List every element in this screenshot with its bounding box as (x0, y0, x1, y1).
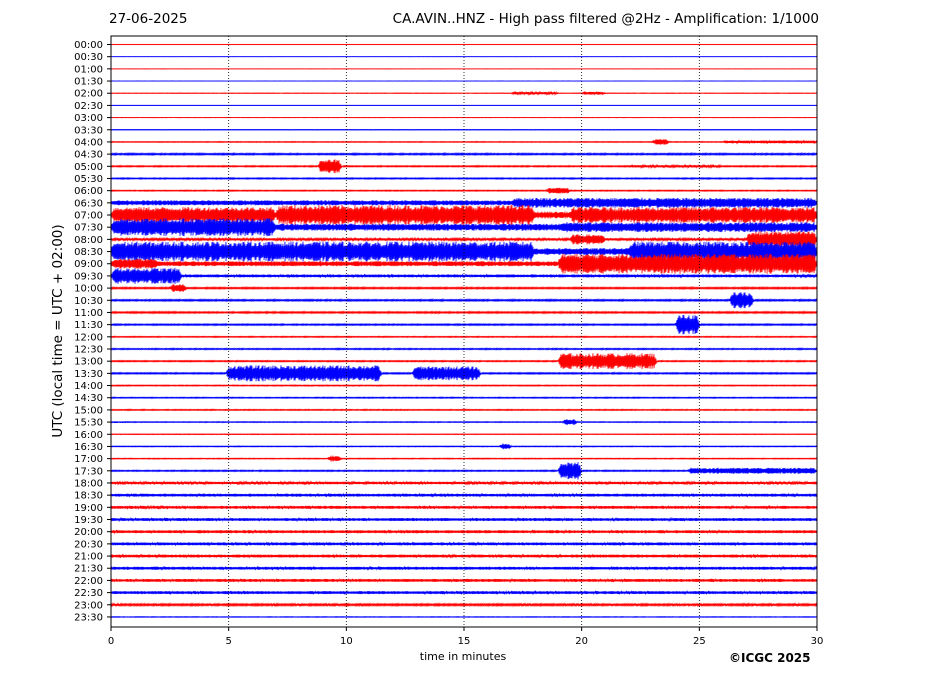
y-tick-label: 10:30 (74, 296, 103, 307)
date-label: 27-06-2025 (109, 11, 188, 27)
trace-row (110, 565, 818, 571)
trace-row (110, 231, 818, 248)
y-tick-label: 13:30 (74, 369, 103, 380)
x-tick-label: 5 (225, 636, 231, 647)
y-tick-label: 15:00 (74, 405, 103, 416)
y-tick-label: 18:30 (74, 491, 103, 502)
y-tick-label: 04:00 (74, 137, 103, 148)
y-tick-label: 18:00 (74, 478, 103, 489)
plot-frame (110, 35, 818, 628)
y-tick-label: 14:30 (74, 393, 103, 404)
y-tick-label: 00:00 (74, 40, 103, 51)
y-tick-label: 02:00 (74, 89, 103, 100)
y-tick-label: 11:00 (74, 308, 103, 319)
trace-row (110, 602, 818, 608)
trace-row (110, 187, 818, 194)
y-tick-label: 10:00 (74, 284, 103, 295)
trace-row (110, 396, 818, 400)
y-tick-label: 19:00 (74, 503, 103, 514)
trace-row (110, 365, 818, 382)
y-tick-label: 22:30 (74, 588, 103, 599)
trace-row (110, 462, 818, 480)
trace-row (110, 553, 818, 559)
copyright-credit: ©ICGC 2025 (729, 651, 811, 665)
y-tick-label: 22:00 (74, 576, 103, 587)
trace-row (110, 159, 818, 174)
y-tick-label: 03:00 (74, 113, 103, 124)
y-axis-label: UTC (local time = UTC + 02:00) (50, 224, 66, 437)
y-tick-label: 17:30 (74, 466, 103, 477)
y-tick-label: 21:00 (74, 552, 103, 563)
trace-row (110, 353, 818, 370)
trace-row (110, 408, 818, 412)
y-tick-label: 02:30 (74, 101, 103, 112)
vertical-grid (228, 36, 700, 627)
x-tick-label: 0 (108, 636, 114, 647)
trace-row (110, 433, 818, 436)
trace-row (110, 590, 818, 596)
x-tick-label: 15 (458, 636, 471, 647)
trace-row (110, 253, 818, 274)
y-tick-label: 23:30 (74, 612, 103, 623)
y-tick-label: 06:00 (74, 186, 103, 197)
trace-row (110, 384, 818, 387)
y-tick-label: 21:30 (74, 564, 103, 575)
trace-row (110, 615, 818, 619)
y-tick-label: 14:00 (74, 381, 103, 392)
y-tick-label: 05:30 (74, 174, 103, 185)
trace-row (110, 151, 818, 157)
y-tick-label: 15:30 (74, 418, 103, 429)
y-tick-label: 16:00 (74, 430, 103, 441)
y-tick-label: 01:30 (74, 77, 103, 88)
trace-row (110, 419, 818, 426)
y-tick-label: 19:30 (74, 515, 103, 526)
chart-title: CA.AVIN..HNZ - High pass filtered @2Hz -… (392, 11, 819, 27)
y-tick-label: 07:00 (74, 211, 103, 222)
y-tick-label: 09:00 (74, 259, 103, 270)
y-tick-label: 07:30 (74, 223, 103, 234)
y-tick-label: 23:00 (74, 600, 103, 611)
x-tick-label: 30 (811, 636, 824, 647)
x-tick-label: 10 (340, 636, 353, 647)
y-tick-label: 06:30 (74, 198, 103, 209)
y-tick-label: 13:00 (74, 357, 103, 368)
y-tick-label: 01:00 (74, 64, 103, 75)
y-tick-label: 12:30 (74, 345, 103, 356)
trace-row (110, 176, 818, 181)
y-tick-label: 17:00 (74, 454, 103, 465)
trace-row (110, 197, 818, 208)
y-tick-label: 08:30 (74, 247, 103, 258)
y-tick-label: 12:00 (74, 332, 103, 343)
y-tick-label: 04:30 (74, 150, 103, 161)
x-axis-label: time in minutes (420, 650, 507, 663)
trace-row (110, 577, 818, 583)
trace-row (110, 455, 818, 462)
x-tick-label: 25 (693, 636, 706, 647)
y-tick-label: 03:30 (74, 125, 103, 136)
y-tick-label: 16:30 (74, 442, 103, 453)
y-tick-label: 20:00 (74, 527, 103, 538)
trace-row (110, 218, 818, 237)
y-tick-label: 00:30 (74, 52, 103, 63)
x-axis-ticks: 0 5 10 15 20 25 30 (108, 627, 824, 647)
y-tick-label: 08:00 (74, 235, 103, 246)
y-tick-label: 05:00 (74, 162, 103, 173)
x-tick-label: 20 (575, 636, 588, 647)
trace-row (110, 443, 818, 450)
y-tick-label: 09:30 (74, 271, 103, 282)
y-tick-label: 11:30 (74, 320, 103, 331)
y-tick-label: 20:30 (74, 539, 103, 550)
